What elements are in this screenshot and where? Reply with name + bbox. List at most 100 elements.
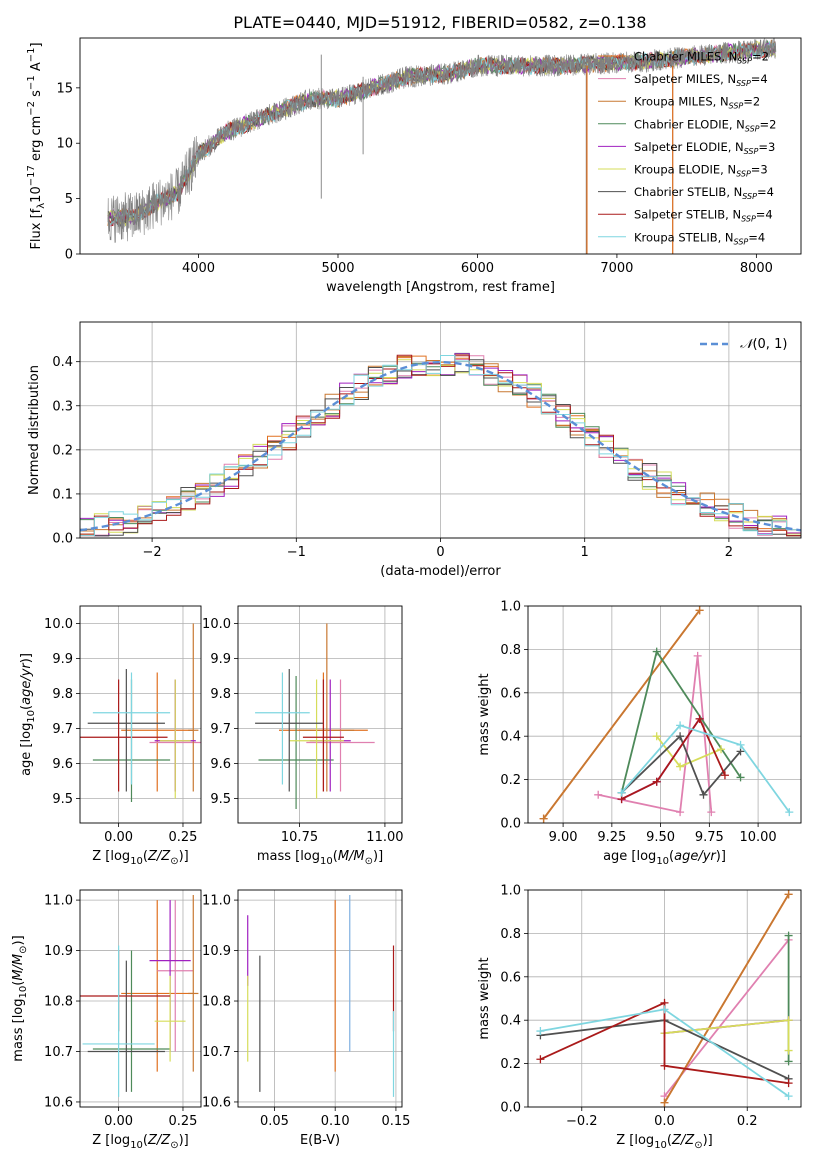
weight-marker bbox=[784, 1046, 793, 1055]
y-axis-label: Flux [fλ10−17 erg cm−2 s−1 A−1] bbox=[26, 42, 47, 249]
weight-marker bbox=[695, 714, 704, 723]
label-part: Salpeter STELIB, N bbox=[634, 208, 741, 222]
weight-marker bbox=[536, 1027, 545, 1036]
x-tick-label: 0.15 bbox=[381, 1114, 410, 1129]
y-tick-label: 0.0 bbox=[52, 532, 73, 547]
y-tick-label: 9.5 bbox=[210, 792, 231, 807]
legend-entry: Kroupa ELODIE, NSSP=3 bbox=[634, 163, 768, 179]
label-part: SSP bbox=[736, 170, 751, 179]
x-tick-label: 9.50 bbox=[646, 830, 675, 845]
y-tick-label: 10.0 bbox=[202, 617, 231, 632]
label-part: −17 bbox=[26, 165, 37, 186]
axes-frame bbox=[79, 605, 202, 824]
weight-marker bbox=[717, 745, 726, 754]
x-tick-label: 0.0 bbox=[654, 1114, 675, 1129]
label-part: 10 bbox=[320, 856, 333, 867]
label-part: =4 bbox=[751, 72, 768, 86]
errorbars bbox=[247, 895, 395, 1097]
weight-marker bbox=[695, 606, 704, 615]
x-tick-label: 9.25 bbox=[597, 830, 626, 845]
label-part: age [log bbox=[603, 849, 656, 864]
y-tick-label: 0.3 bbox=[52, 399, 73, 414]
weight-marker bbox=[660, 1098, 669, 1107]
histogram-series bbox=[80, 355, 801, 537]
y-tick-label: 5 bbox=[65, 192, 73, 207]
weight-series bbox=[652, 732, 726, 771]
label-part: age/yr bbox=[674, 849, 717, 864]
weight-series bbox=[536, 1005, 793, 1101]
axes-frame bbox=[79, 321, 802, 539]
label-part: ( bbox=[143, 849, 148, 864]
y-tick-label: 15 bbox=[56, 81, 73, 96]
errorbar-point bbox=[255, 669, 324, 792]
label-part: wavelength [Angstrom, rest frame] bbox=[326, 280, 555, 295]
y-tick-label: 9.9 bbox=[52, 652, 73, 667]
x-axis-label: Z [log10(Z/Z⊙)] bbox=[616, 1133, 713, 1151]
y-tick-label: 9.5 bbox=[52, 792, 73, 807]
label-part: 10 bbox=[656, 856, 669, 867]
label-part: ⊙ bbox=[18, 945, 29, 953]
y-tick-label: 10.0 bbox=[44, 617, 73, 632]
y-tick-label: 0.6 bbox=[500, 970, 521, 985]
errorbar-point bbox=[302, 679, 344, 792]
y-tick-label: 0.4 bbox=[500, 730, 521, 745]
spectrum-lines bbox=[107, 38, 777, 254]
label-part: =3 bbox=[751, 163, 768, 177]
errorbar-point bbox=[188, 895, 199, 1072]
x-axis-label: Z [log10(Z/Z⊙)] bbox=[92, 1133, 189, 1151]
weight-marker bbox=[617, 788, 626, 797]
label-part: =4 bbox=[748, 230, 765, 244]
axes-frame bbox=[79, 37, 802, 255]
x-tick-label: 0.2 bbox=[737, 1114, 758, 1129]
weight-line bbox=[542, 609, 701, 820]
label-part: ⊙ bbox=[365, 856, 373, 867]
x-tick-label: 10.75 bbox=[281, 830, 318, 845]
weight-line bbox=[620, 724, 791, 813]
figure-title: PLATE=0440, MJD=51912, FIBERID=0582, z=0… bbox=[233, 13, 646, 32]
x-tick-label: 11.00 bbox=[366, 830, 403, 845]
label-part: −1 bbox=[26, 75, 37, 90]
label-part: )] bbox=[179, 849, 189, 864]
weight-marker bbox=[652, 647, 661, 656]
x-tick-label: 0.05 bbox=[260, 1114, 289, 1129]
errorbar-point bbox=[309, 679, 351, 792]
label-part: ( bbox=[19, 705, 34, 710]
legend-entry: Chabrier ELODIE, NSSP=2 bbox=[634, 117, 776, 133]
spectrum-panel: 4000 5000 6000 7000 8000 0 5 10 15 wavelength [An… bbox=[26, 37, 802, 295]
x-tick-label: 0.00 bbox=[104, 1114, 133, 1129]
weight-marker bbox=[660, 1005, 669, 1014]
z_weight-panel: −0.2 0.0 0.2 0.0 0.2 0.4 0.6 0.8 1.0 Z [log10(Z/Z… bbox=[477, 884, 802, 1151]
y-tick-label: 9.9 bbox=[210, 652, 231, 667]
weight-marker bbox=[676, 721, 685, 730]
label-part: )] bbox=[19, 653, 34, 663]
weight-marker bbox=[784, 1057, 793, 1066]
axes-frame bbox=[527, 605, 802, 824]
legend-entry: Chabrier MILES, NSSP=2 bbox=[634, 50, 769, 66]
y-tick-label: 9.7 bbox=[52, 722, 73, 737]
y-tick-label: 0.2 bbox=[52, 443, 73, 458]
errorbars bbox=[255, 623, 375, 809]
weight-marker bbox=[699, 790, 708, 799]
y-tick-label: 11.0 bbox=[44, 894, 73, 909]
x-tick-label: 8000 bbox=[740, 261, 773, 276]
label-part: mass [log bbox=[11, 998, 26, 1061]
y-tick-label: 10.6 bbox=[44, 1095, 73, 1110]
label-part: A bbox=[29, 62, 44, 75]
y-tick-label: 0.8 bbox=[500, 643, 521, 658]
y-tick-label: 10.9 bbox=[202, 944, 231, 959]
label-part: 10 bbox=[29, 186, 44, 203]
y-tick-label: 0 bbox=[65, 248, 73, 263]
x-axis-label: mass [log10(M/M⊙)] bbox=[257, 849, 383, 867]
weight-marker bbox=[784, 1016, 793, 1025]
errorbar-point bbox=[157, 900, 194, 1052]
x-axis-label: E(B-V) bbox=[300, 1133, 340, 1148]
x-tick-label: −0.2 bbox=[566, 1114, 598, 1129]
weight-line bbox=[664, 1019, 790, 1051]
label-part: Chabrier ELODIE, N bbox=[634, 117, 745, 131]
y-tick-label: 0.0 bbox=[500, 817, 521, 832]
legend-entry: Salpeter ELODIE, NSSP=3 bbox=[634, 140, 775, 156]
label-part: 10 bbox=[18, 986, 29, 999]
y-tick-label: 9.7 bbox=[210, 722, 231, 737]
errorbar-point bbox=[299, 623, 355, 792]
